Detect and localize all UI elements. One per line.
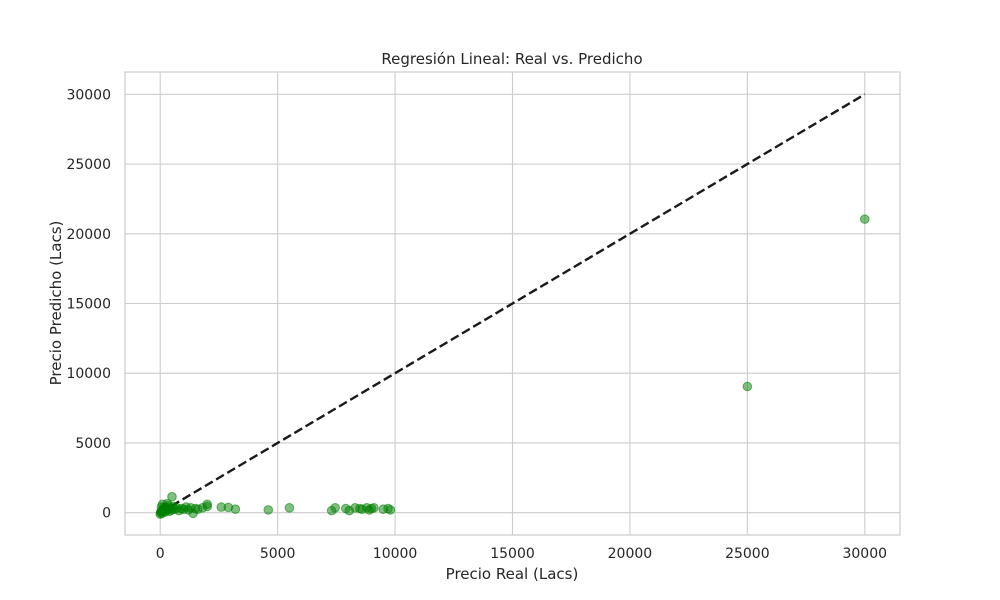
x-tick-label: 0 [156, 546, 165, 562]
data-point [859, 214, 870, 224]
data-point [263, 505, 274, 515]
y-axis-label: Precio Predicho (Lacs) [47, 221, 65, 386]
y-tick-label: 20000 [66, 227, 111, 243]
x-axis-label: Precio Real (Lacs) [446, 565, 579, 583]
y-tick-labels: 0 5000 10000 15000 20000 25000 30000 [66, 87, 111, 521]
y-tick-label: 15000 [66, 297, 111, 313]
chart-title: Regresión Lineal: Real vs. Predicho [381, 50, 642, 68]
x-tick-label: 10000 [373, 546, 418, 562]
data-point [385, 505, 396, 515]
points-group [155, 214, 870, 519]
data-point [230, 504, 241, 515]
reference-line-group [159, 93, 866, 514]
data-point [369, 503, 379, 513]
x-tick-label: 15000 [490, 546, 535, 562]
y-tick-label: 25000 [66, 157, 111, 173]
x-tick-label: 25000 [725, 546, 770, 562]
data-point [156, 502, 167, 512]
data-point [167, 491, 177, 502]
data-point [202, 499, 212, 510]
reference-line [159, 93, 866, 514]
y-tick-label: 5000 [75, 436, 111, 452]
data-point [284, 503, 295, 513]
x-tick-label: 5000 [260, 546, 296, 562]
x-tick-label: 30000 [842, 546, 887, 562]
y-tick-label: 10000 [66, 366, 111, 382]
y-tick-label: 30000 [66, 87, 111, 103]
data-point [742, 381, 753, 392]
y-tick-label: 0 [102, 506, 111, 522]
grid [125, 72, 900, 535]
x-tick-labels: 0 5000 10000 15000 20000 25000 30000 [156, 546, 887, 562]
data-point [330, 503, 340, 513]
x-tick-label: 20000 [608, 546, 653, 562]
